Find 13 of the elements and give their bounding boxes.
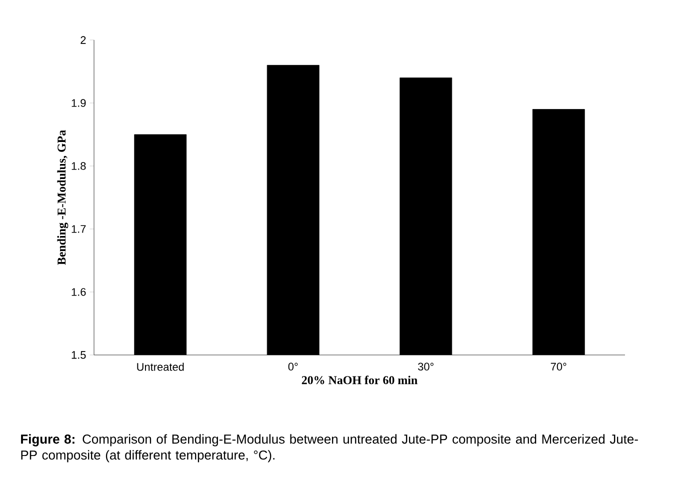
x-axis-title: 20% NaOH for 60 min: [302, 376, 418, 384]
y-tick-label: 1.7: [72, 225, 86, 233]
y-tick-label: 1.8: [72, 162, 86, 170]
x-tick-label: 30°: [418, 362, 434, 371]
y-axis-title: Bending -E-Modulus, GPa: [57, 130, 68, 265]
y-tick-label: 1.6: [72, 288, 86, 296]
text: Figure 8: Comparison of Bending-E-Modulus between untreated Jute-PP composite and Mercerized Jute-PP composite (at different temperature, °C).: [21, 434, 638, 462]
y-tick-label: 1.5: [72, 351, 86, 359]
x-tick-label: 0°: [288, 362, 298, 371]
y-tick-label: 1.9: [72, 99, 86, 107]
x-tick-label: Untreated: [137, 362, 184, 371]
y-tick-label: 2: [80, 36, 86, 44]
x-tick-label: 70°: [550, 362, 566, 371]
